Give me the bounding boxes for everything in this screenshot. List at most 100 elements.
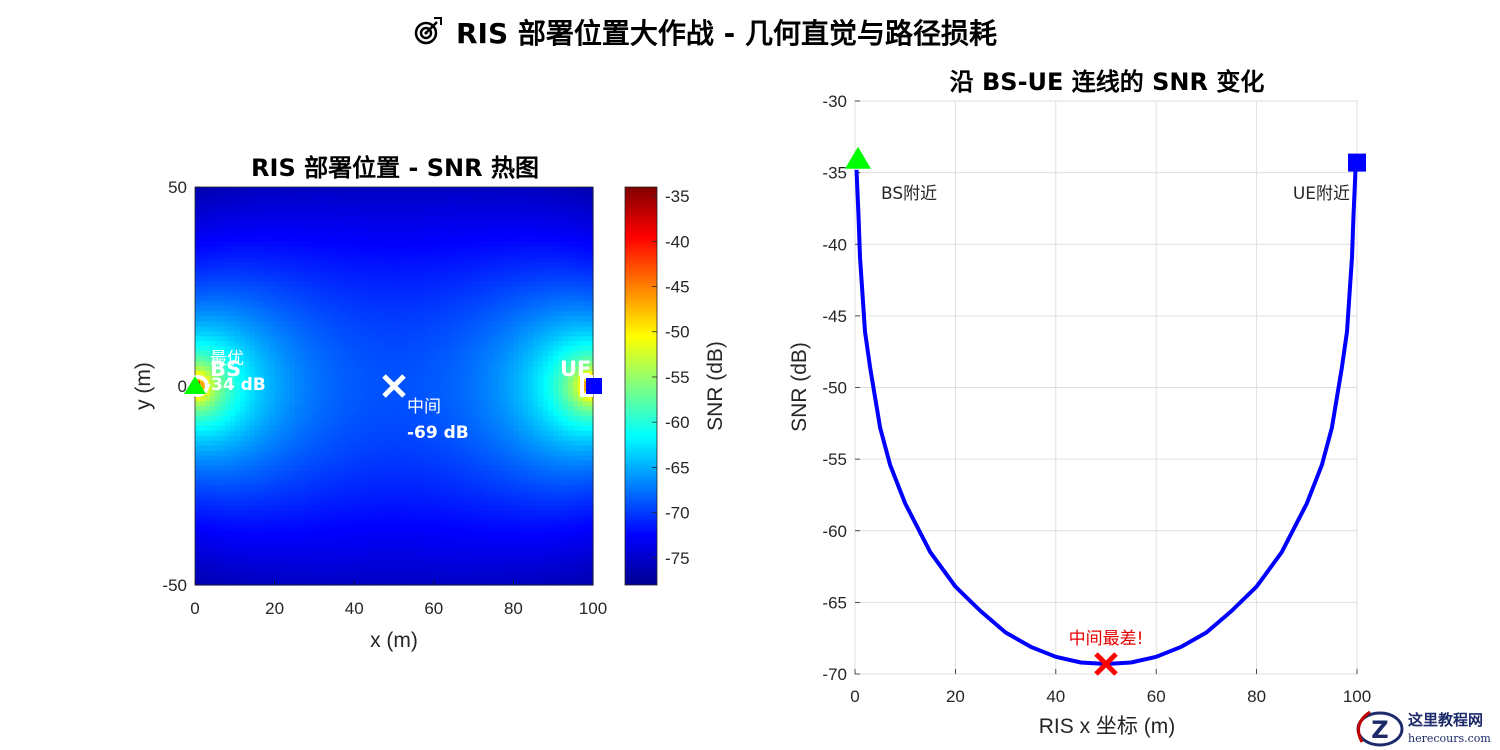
heatmap-cell	[398, 211, 405, 218]
heatmap-cell	[418, 415, 425, 422]
heatmap-cell	[309, 410, 315, 417]
heatmap-cell	[448, 286, 455, 293]
heatmap-cell	[259, 366, 266, 372]
heatmap-cell	[289, 316, 296, 322]
heatmap-cell	[309, 306, 315, 312]
heatmap-cell	[319, 410, 325, 417]
heatmap-cell	[463, 261, 470, 268]
heatmap-cell	[344, 390, 350, 397]
heatmap-cell	[498, 435, 505, 442]
heatmap-cell	[418, 241, 425, 248]
heatmap-cell	[304, 505, 311, 511]
heatmap-cell	[294, 505, 301, 511]
heatmap-cell	[364, 520, 370, 526]
heatmap-cell	[364, 425, 370, 432]
heatmap-cell	[384, 495, 390, 502]
heatmap-cell	[364, 420, 370, 427]
heatmap-cell	[503, 251, 510, 258]
heatmap-cell	[324, 256, 330, 263]
heatmap-cell	[423, 371, 430, 377]
heatmap-cell	[389, 505, 395, 511]
heatmap-cell	[453, 555, 460, 561]
heatmap-cell	[264, 525, 271, 531]
heatmap-cell	[284, 565, 291, 571]
heatmap-cell	[438, 405, 445, 412]
heatmap-cell	[359, 187, 365, 193]
heatmap-cell	[428, 425, 435, 432]
heatmap-cell	[289, 331, 296, 337]
heatmap-cell	[324, 226, 330, 233]
heatmap-cell	[364, 565, 370, 571]
heatmap-cell	[195, 216, 201, 223]
heatmap-cell	[254, 470, 261, 477]
heatmap-cell	[294, 565, 301, 571]
heatmap-cell	[398, 386, 405, 392]
heatmap-cell	[359, 206, 365, 213]
heatmap-cell	[413, 415, 420, 422]
heatmap-cell	[309, 251, 315, 258]
heatmap-cell	[443, 301, 450, 307]
heatmap-cell	[334, 201, 340, 208]
heatmap-cell	[418, 271, 425, 278]
heatmap-cell	[463, 505, 470, 511]
heatmap-cell	[498, 395, 505, 402]
heatmap-cell	[269, 241, 276, 248]
heatmap-cell	[473, 550, 480, 556]
heatmap-cell	[204, 475, 211, 482]
heatmap-cell	[314, 371, 320, 377]
heatmap-cell	[234, 540, 241, 546]
heatmap-cell	[279, 470, 286, 477]
heatmap-cell	[229, 261, 236, 268]
heatmap-cell	[269, 570, 276, 576]
heatmap-cell	[423, 341, 430, 347]
heatmap-cell	[324, 575, 330, 581]
heatmap-cell	[408, 301, 415, 307]
heatmap-cell	[289, 425, 296, 432]
heatmap-cell	[488, 341, 495, 347]
heatmap-cell	[463, 311, 470, 317]
heatmap-cell	[219, 386, 226, 392]
heatmap-cell	[299, 575, 306, 581]
heatmap-cell	[294, 211, 301, 218]
heatmap-cell	[219, 480, 226, 487]
heatmap-cell	[314, 530, 320, 536]
heatmap-cell	[334, 500, 340, 506]
heatmap-cell	[478, 415, 485, 422]
heatmap-cell	[468, 480, 475, 487]
heatmap-cell	[403, 311, 410, 317]
heatmap-cell	[453, 336, 460, 342]
heatmap-cell	[209, 271, 216, 278]
heatmap-cell	[299, 570, 306, 576]
heatmap-cell	[458, 316, 465, 322]
heatmap-cell	[284, 525, 291, 531]
heatmap-cell	[453, 530, 460, 536]
heatmap-cell	[249, 246, 256, 253]
heatmap-cell	[324, 296, 330, 303]
heatmap-cell	[473, 231, 480, 238]
heatmap-cell	[493, 455, 500, 462]
heatmap-cell	[344, 296, 350, 303]
heatmap-cell	[478, 430, 485, 437]
heatmap-cell	[199, 430, 206, 437]
heatmap-cell	[249, 261, 256, 268]
heatmap-cell	[443, 316, 450, 322]
heatmap-cell	[498, 281, 505, 288]
heatmap-cell	[398, 341, 405, 347]
heatmap-cell	[279, 376, 286, 382]
heatmap-cell	[319, 211, 325, 218]
heatmap-cell	[448, 376, 455, 382]
heatmap-cell	[339, 226, 345, 233]
heatmap-cell	[214, 196, 221, 203]
heatmap-cell	[503, 301, 510, 307]
heatmap-cell	[354, 545, 360, 551]
heatmap-cell	[394, 246, 400, 253]
heatmap-cell	[503, 321, 510, 327]
heatmap-cell	[369, 470, 375, 477]
heatmap-cell	[498, 530, 505, 536]
heatmap-cell	[309, 400, 315, 407]
heatmap-cell	[229, 570, 236, 576]
heatmap-cell	[423, 395, 430, 402]
heatmap-cell	[294, 480, 301, 487]
heatmap-cell	[498, 336, 505, 342]
heatmap-cell	[319, 306, 325, 312]
